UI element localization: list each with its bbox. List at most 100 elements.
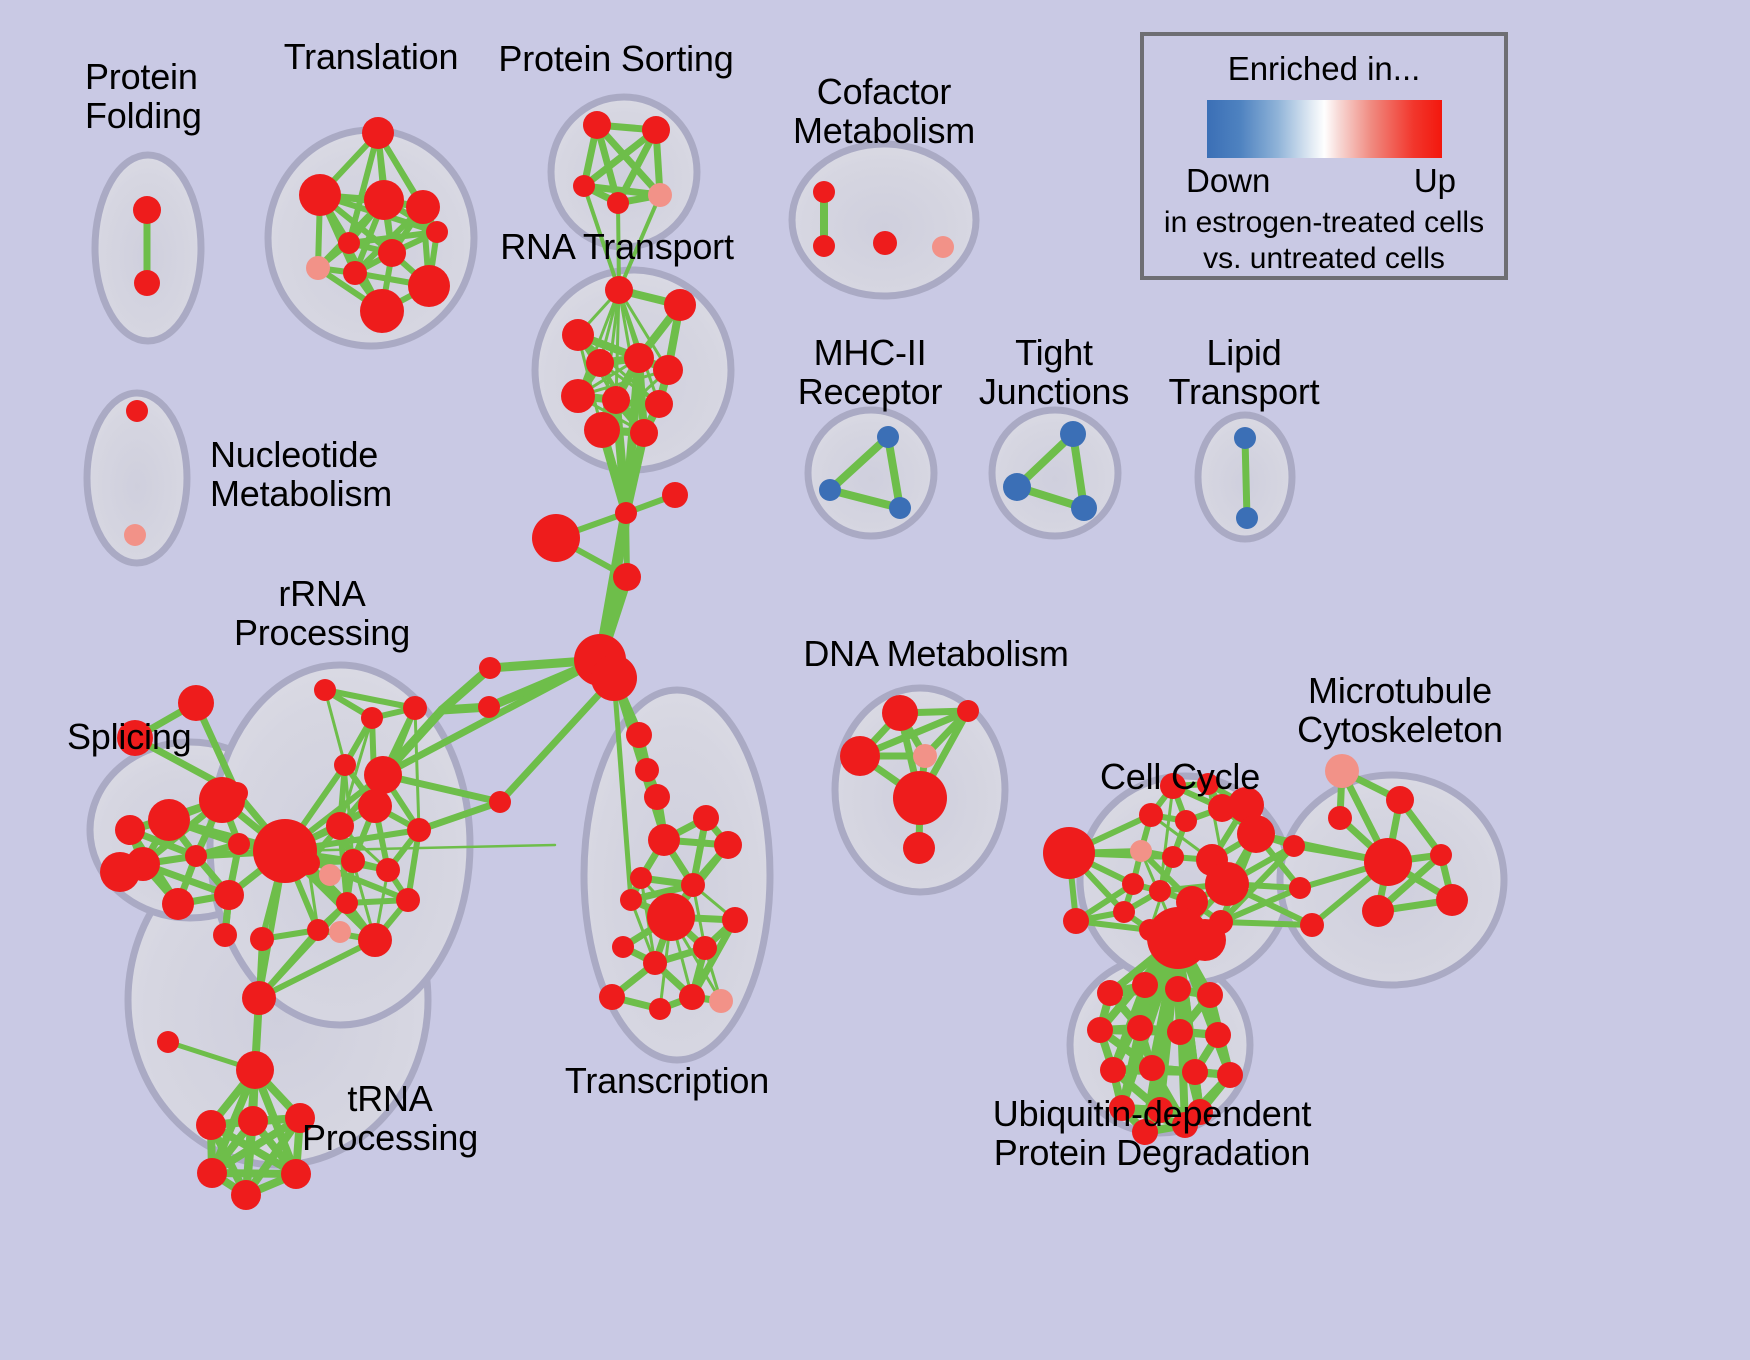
- node: [242, 981, 276, 1015]
- node: [1162, 846, 1184, 868]
- node: [1328, 806, 1352, 830]
- node: [607, 192, 629, 214]
- node: [341, 849, 365, 873]
- node: [1139, 1055, 1165, 1081]
- cluster-label-transcription: Transcription: [564, 1060, 770, 1101]
- node: [1087, 1017, 1113, 1043]
- node: [343, 261, 367, 285]
- node: [1325, 754, 1359, 788]
- node: [1237, 815, 1275, 853]
- node: [1167, 1019, 1193, 1045]
- node: [903, 832, 935, 864]
- legend-panel: Enriched in... Down Up in estrogen-treat…: [1140, 32, 1508, 280]
- node: [1100, 1057, 1126, 1083]
- node: [1130, 840, 1152, 862]
- node: [1132, 972, 1158, 998]
- node: [877, 426, 899, 448]
- node: [1139, 803, 1163, 827]
- node: [185, 845, 207, 867]
- node: [605, 276, 633, 304]
- node: [1236, 507, 1258, 529]
- node: [1234, 427, 1256, 449]
- node: [197, 1158, 227, 1188]
- node: [157, 1031, 179, 1053]
- node: [1109, 1095, 1135, 1121]
- legend-label-up: Up: [1413, 162, 1456, 199]
- node: [1063, 908, 1089, 934]
- cluster-label-cofactor-metabolism: Cofactor Metabolism: [792, 71, 976, 151]
- node: [1175, 810, 1197, 832]
- node: [285, 1103, 315, 1133]
- node: [479, 657, 501, 679]
- node: [126, 400, 148, 422]
- node: [307, 919, 329, 941]
- node: [213, 923, 237, 947]
- node: [681, 873, 705, 897]
- node: [1289, 877, 1311, 899]
- node: [1197, 982, 1223, 1008]
- node: [1228, 787, 1264, 823]
- node: [406, 190, 440, 224]
- node: [115, 815, 145, 845]
- node: [932, 236, 954, 258]
- node: [376, 858, 400, 882]
- node: [1283, 835, 1305, 857]
- node: [561, 379, 595, 413]
- node: [1147, 1097, 1173, 1123]
- node: [957, 700, 979, 722]
- cluster-label-cell-cycle: Cell Cycle: [1099, 756, 1261, 797]
- node: [1060, 421, 1086, 447]
- node: [1097, 980, 1123, 1006]
- node: [196, 1110, 226, 1140]
- cluster-label-ubiquitin-protein-degradation: Ubiquitin-dependent Protein Degradation: [992, 1093, 1312, 1173]
- node: [1300, 913, 1324, 937]
- node: [813, 181, 835, 203]
- node: [615, 502, 637, 524]
- node: [281, 1159, 311, 1189]
- node: [306, 256, 330, 280]
- node: [319, 864, 341, 886]
- node: [478, 696, 500, 718]
- node: [1386, 786, 1414, 814]
- node: [296, 851, 320, 875]
- node: [644, 784, 670, 810]
- node: [336, 892, 358, 914]
- node: [1165, 976, 1191, 1002]
- node: [613, 563, 641, 591]
- node: [1149, 880, 1171, 902]
- node: [238, 1106, 268, 1136]
- hull-transcription: [580, 686, 774, 1064]
- node: [326, 812, 354, 840]
- node: [1113, 901, 1135, 923]
- node: [1043, 827, 1095, 879]
- node: [893, 771, 947, 825]
- node: [178, 685, 214, 721]
- node: [1205, 1022, 1231, 1048]
- node: [913, 744, 937, 768]
- node: [117, 720, 153, 756]
- node: [612, 936, 634, 958]
- node: [584, 412, 620, 448]
- cluster-label-rna-transport: RNA Transport: [500, 226, 734, 267]
- node: [1182, 1059, 1208, 1085]
- node: [1160, 773, 1186, 799]
- node: [620, 889, 642, 911]
- node: [134, 270, 160, 296]
- node: [329, 921, 351, 943]
- node: [408, 265, 450, 307]
- node: [642, 116, 670, 144]
- node: [693, 936, 717, 960]
- node: [630, 867, 652, 889]
- hull-mhc-ii-receptor: [804, 406, 938, 540]
- cluster-label-nucleotide-metabolism: Nucleotide Metabolism: [210, 434, 393, 514]
- node: [426, 221, 448, 243]
- node: [124, 524, 146, 546]
- cluster-label-microtubule-cytoskeleton: Microtubule Cytoskeleton: [1297, 670, 1503, 750]
- node: [403, 696, 427, 720]
- cluster-label-protein-folding: Protein Folding: [85, 56, 202, 136]
- node: [100, 852, 140, 892]
- node: [573, 175, 595, 197]
- cluster-label-splicing: Splicing: [67, 716, 192, 757]
- cluster-label-trna-processing: tRNA Processing: [301, 1078, 479, 1158]
- node: [586, 349, 614, 377]
